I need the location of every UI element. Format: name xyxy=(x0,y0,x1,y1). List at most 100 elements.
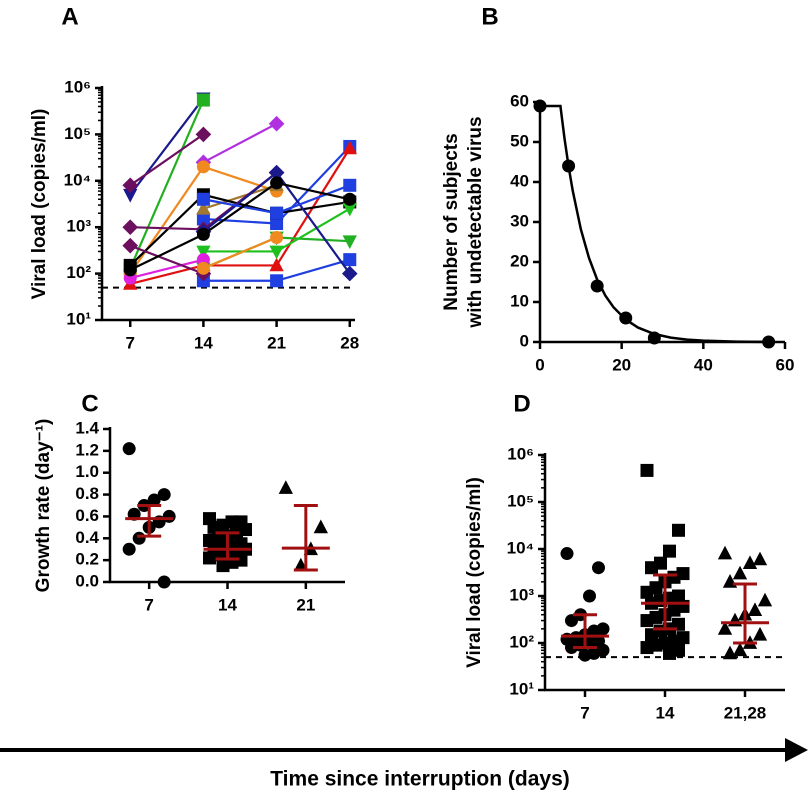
marker xyxy=(122,542,136,556)
y-tick-label: 0.4 xyxy=(75,528,99,547)
data-point xyxy=(562,159,576,173)
series-line xyxy=(129,133,205,187)
fit-curve xyxy=(540,104,769,344)
marker xyxy=(157,575,171,589)
y-tick-label: 10¹ xyxy=(509,679,534,698)
marker xyxy=(742,555,758,569)
y-axis-label: with undetectable virus xyxy=(465,116,486,328)
marker xyxy=(592,561,605,575)
y-axis-label: Growth rate (day⁻¹) xyxy=(33,419,54,593)
marker xyxy=(722,645,738,660)
y-axis-label: Viral load (copies/ml) xyxy=(464,477,485,668)
x-tick-label: 21 xyxy=(267,333,286,352)
x-tick-label: 28 xyxy=(340,333,359,352)
marker xyxy=(640,585,654,599)
marker xyxy=(122,442,136,456)
y-tick-label: 10⁶ xyxy=(507,444,534,463)
marker xyxy=(645,561,658,575)
x-tick-label: 7 xyxy=(125,333,134,352)
series-line xyxy=(202,122,278,164)
marker xyxy=(663,646,676,660)
marker xyxy=(583,589,596,603)
marker xyxy=(147,493,161,507)
marker xyxy=(342,202,357,217)
marker xyxy=(717,545,733,560)
y-axis-label: Number of subjects xyxy=(441,133,462,310)
figure-xlabel: Time since interruption (days) xyxy=(270,768,570,791)
x-tick-label: 14 xyxy=(218,595,237,614)
x-tick-label: 14 xyxy=(194,333,213,352)
marker xyxy=(645,628,658,642)
y-axis-label: Viral load (copies/ml) xyxy=(29,109,50,300)
marker xyxy=(196,245,211,260)
x-tick-label: 14 xyxy=(656,703,675,722)
marker xyxy=(342,140,357,155)
y-tick-label: 0.0 xyxy=(75,571,99,590)
series-line xyxy=(129,97,205,196)
arrow-head xyxy=(785,738,808,762)
x-tick-label: 40 xyxy=(694,355,713,374)
y-tick-label: 10² xyxy=(509,632,534,651)
marker xyxy=(342,235,357,249)
marker xyxy=(270,217,284,231)
series-line xyxy=(129,244,204,275)
data-point xyxy=(533,99,547,113)
marker xyxy=(747,602,763,616)
y-tick-label: 10⁴ xyxy=(507,538,534,557)
y-tick-label: 0.8 xyxy=(75,484,99,503)
data-point xyxy=(647,331,661,345)
marker xyxy=(313,519,328,534)
marker xyxy=(343,192,357,206)
marker xyxy=(278,480,293,494)
marker xyxy=(196,160,210,174)
y-tick-label: 1.2 xyxy=(75,440,99,459)
marker xyxy=(207,520,221,534)
series-line xyxy=(129,147,351,285)
marker xyxy=(565,614,578,628)
x-tick-label: 7 xyxy=(580,703,589,722)
marker xyxy=(640,641,654,655)
series-line xyxy=(203,184,277,210)
x-tick-label: 21,28 xyxy=(724,703,767,722)
marker xyxy=(341,265,358,282)
y-tick-label: 0 xyxy=(520,331,529,350)
marker xyxy=(270,274,284,288)
x-tick-label: 60 xyxy=(776,355,795,374)
marker xyxy=(732,642,748,657)
y-tick-label: 10⁴ xyxy=(64,170,91,189)
series-line xyxy=(129,258,204,280)
x-tick-label: 20 xyxy=(612,355,631,374)
y-tick-label: 60 xyxy=(510,91,529,110)
series-line xyxy=(129,99,205,269)
y-tick-label: 10¹ xyxy=(66,309,91,328)
x-tick-label: 21 xyxy=(296,595,315,614)
marker xyxy=(196,261,210,275)
data-point xyxy=(590,279,604,293)
marker xyxy=(196,192,210,206)
y-tick-label: 0.6 xyxy=(75,506,99,525)
marker xyxy=(195,126,212,143)
marker xyxy=(565,641,578,655)
marker xyxy=(757,592,773,607)
marker xyxy=(270,176,284,190)
y-tick-label: 10⁵ xyxy=(507,491,534,510)
marker xyxy=(196,93,210,107)
marker xyxy=(203,551,216,565)
marker xyxy=(578,648,592,662)
marker xyxy=(122,177,139,194)
y-tick-label: 10⁶ xyxy=(64,77,91,96)
marker xyxy=(640,614,654,628)
marker xyxy=(752,551,768,566)
data-point xyxy=(762,335,776,349)
marker xyxy=(269,257,284,272)
series-line xyxy=(202,236,278,270)
marker xyxy=(752,626,768,641)
y-tick-label: 10² xyxy=(66,263,91,282)
series-line xyxy=(129,193,350,267)
data-point xyxy=(619,311,633,325)
y-tick-label: 1.0 xyxy=(75,462,99,481)
marker xyxy=(123,263,137,277)
marker xyxy=(268,164,285,181)
marker xyxy=(343,178,357,192)
panel-label: C xyxy=(81,390,98,417)
